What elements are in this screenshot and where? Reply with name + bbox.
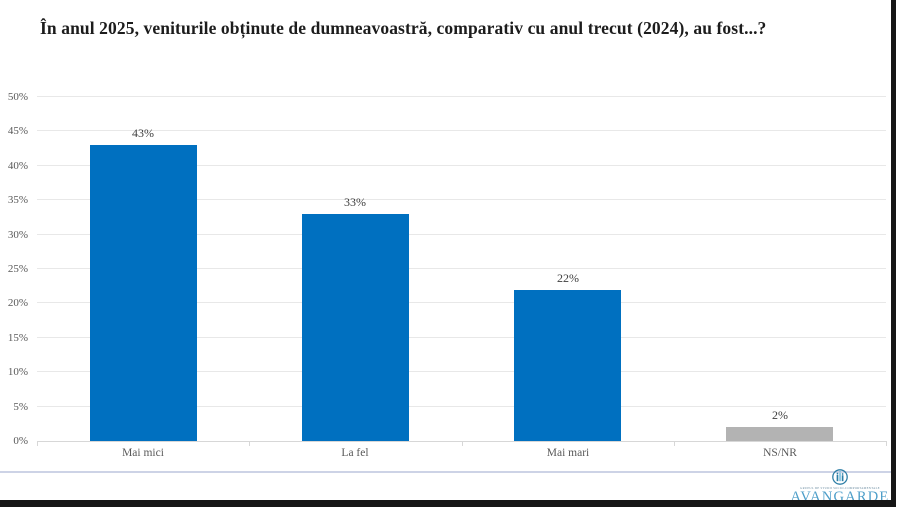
bar-mai-mari	[514, 290, 621, 441]
bar-value-label: 22%	[557, 271, 579, 285]
x-category-label: NS/NR	[763, 447, 797, 459]
gridline	[37, 336, 886, 338]
avangarde-logo-icon	[832, 469, 848, 485]
gridline	[37, 441, 886, 442]
footer-separator	[0, 471, 891, 473]
gridline	[37, 96, 886, 97]
y-tick-label: 25%	[7, 263, 28, 275]
y-tick-label: 10%	[7, 366, 28, 379]
plot-area: 0% 5% 10% 15% 20% 25% 30% 35% 40% 45% 50% 43% Mai mi…	[8, 91, 887, 459]
x-axis-tick	[462, 441, 463, 446]
bar-value-label: 43%	[132, 126, 154, 140]
bottom-frame-bar	[0, 500, 896, 507]
y-tick-label: 15%	[7, 331, 28, 344]
y-tick-label: 45%	[7, 125, 28, 138]
gridline	[37, 371, 886, 373]
bar-la-fel	[302, 214, 409, 441]
y-tick-label: 30%	[7, 228, 28, 241]
x-axis-tick	[886, 441, 887, 446]
x-axis-tick	[37, 441, 38, 446]
gridline	[37, 199, 886, 201]
x-category-label: Mai mari	[546, 447, 590, 459]
y-tick-label: 35%	[7, 194, 28, 207]
y-tick-label: 20%	[7, 297, 28, 310]
gridline	[37, 164, 886, 166]
x-category-label: La fel	[341, 447, 369, 459]
chart-title: În anul 2025, veniturile obținute de dum…	[40, 18, 767, 38]
x-axis-tick	[674, 441, 675, 446]
y-tick-label: 0%	[13, 435, 28, 447]
y-tick-label: 40%	[7, 159, 28, 172]
gridline	[37, 268, 886, 269]
gridline	[37, 302, 886, 304]
x-axis-tick	[249, 441, 250, 446]
y-tick-label: 50%	[7, 91, 28, 103]
gridline	[37, 405, 886, 407]
bar-value-label: 33%	[344, 195, 366, 209]
bar-value-label: 2%	[772, 408, 788, 422]
bar-mai-mici	[90, 145, 197, 441]
gridline	[37, 130, 886, 132]
x-category-label: Mai mici	[122, 447, 164, 459]
bar-ns-nr	[726, 427, 833, 441]
right-frame-line	[891, 0, 896, 507]
y-tick-label: 5%	[13, 400, 28, 413]
gridline	[37, 233, 886, 235]
logo-subtext: GRUPUL DE STUDII SOCIO-COMPORTAMENTALE	[800, 486, 880, 490]
